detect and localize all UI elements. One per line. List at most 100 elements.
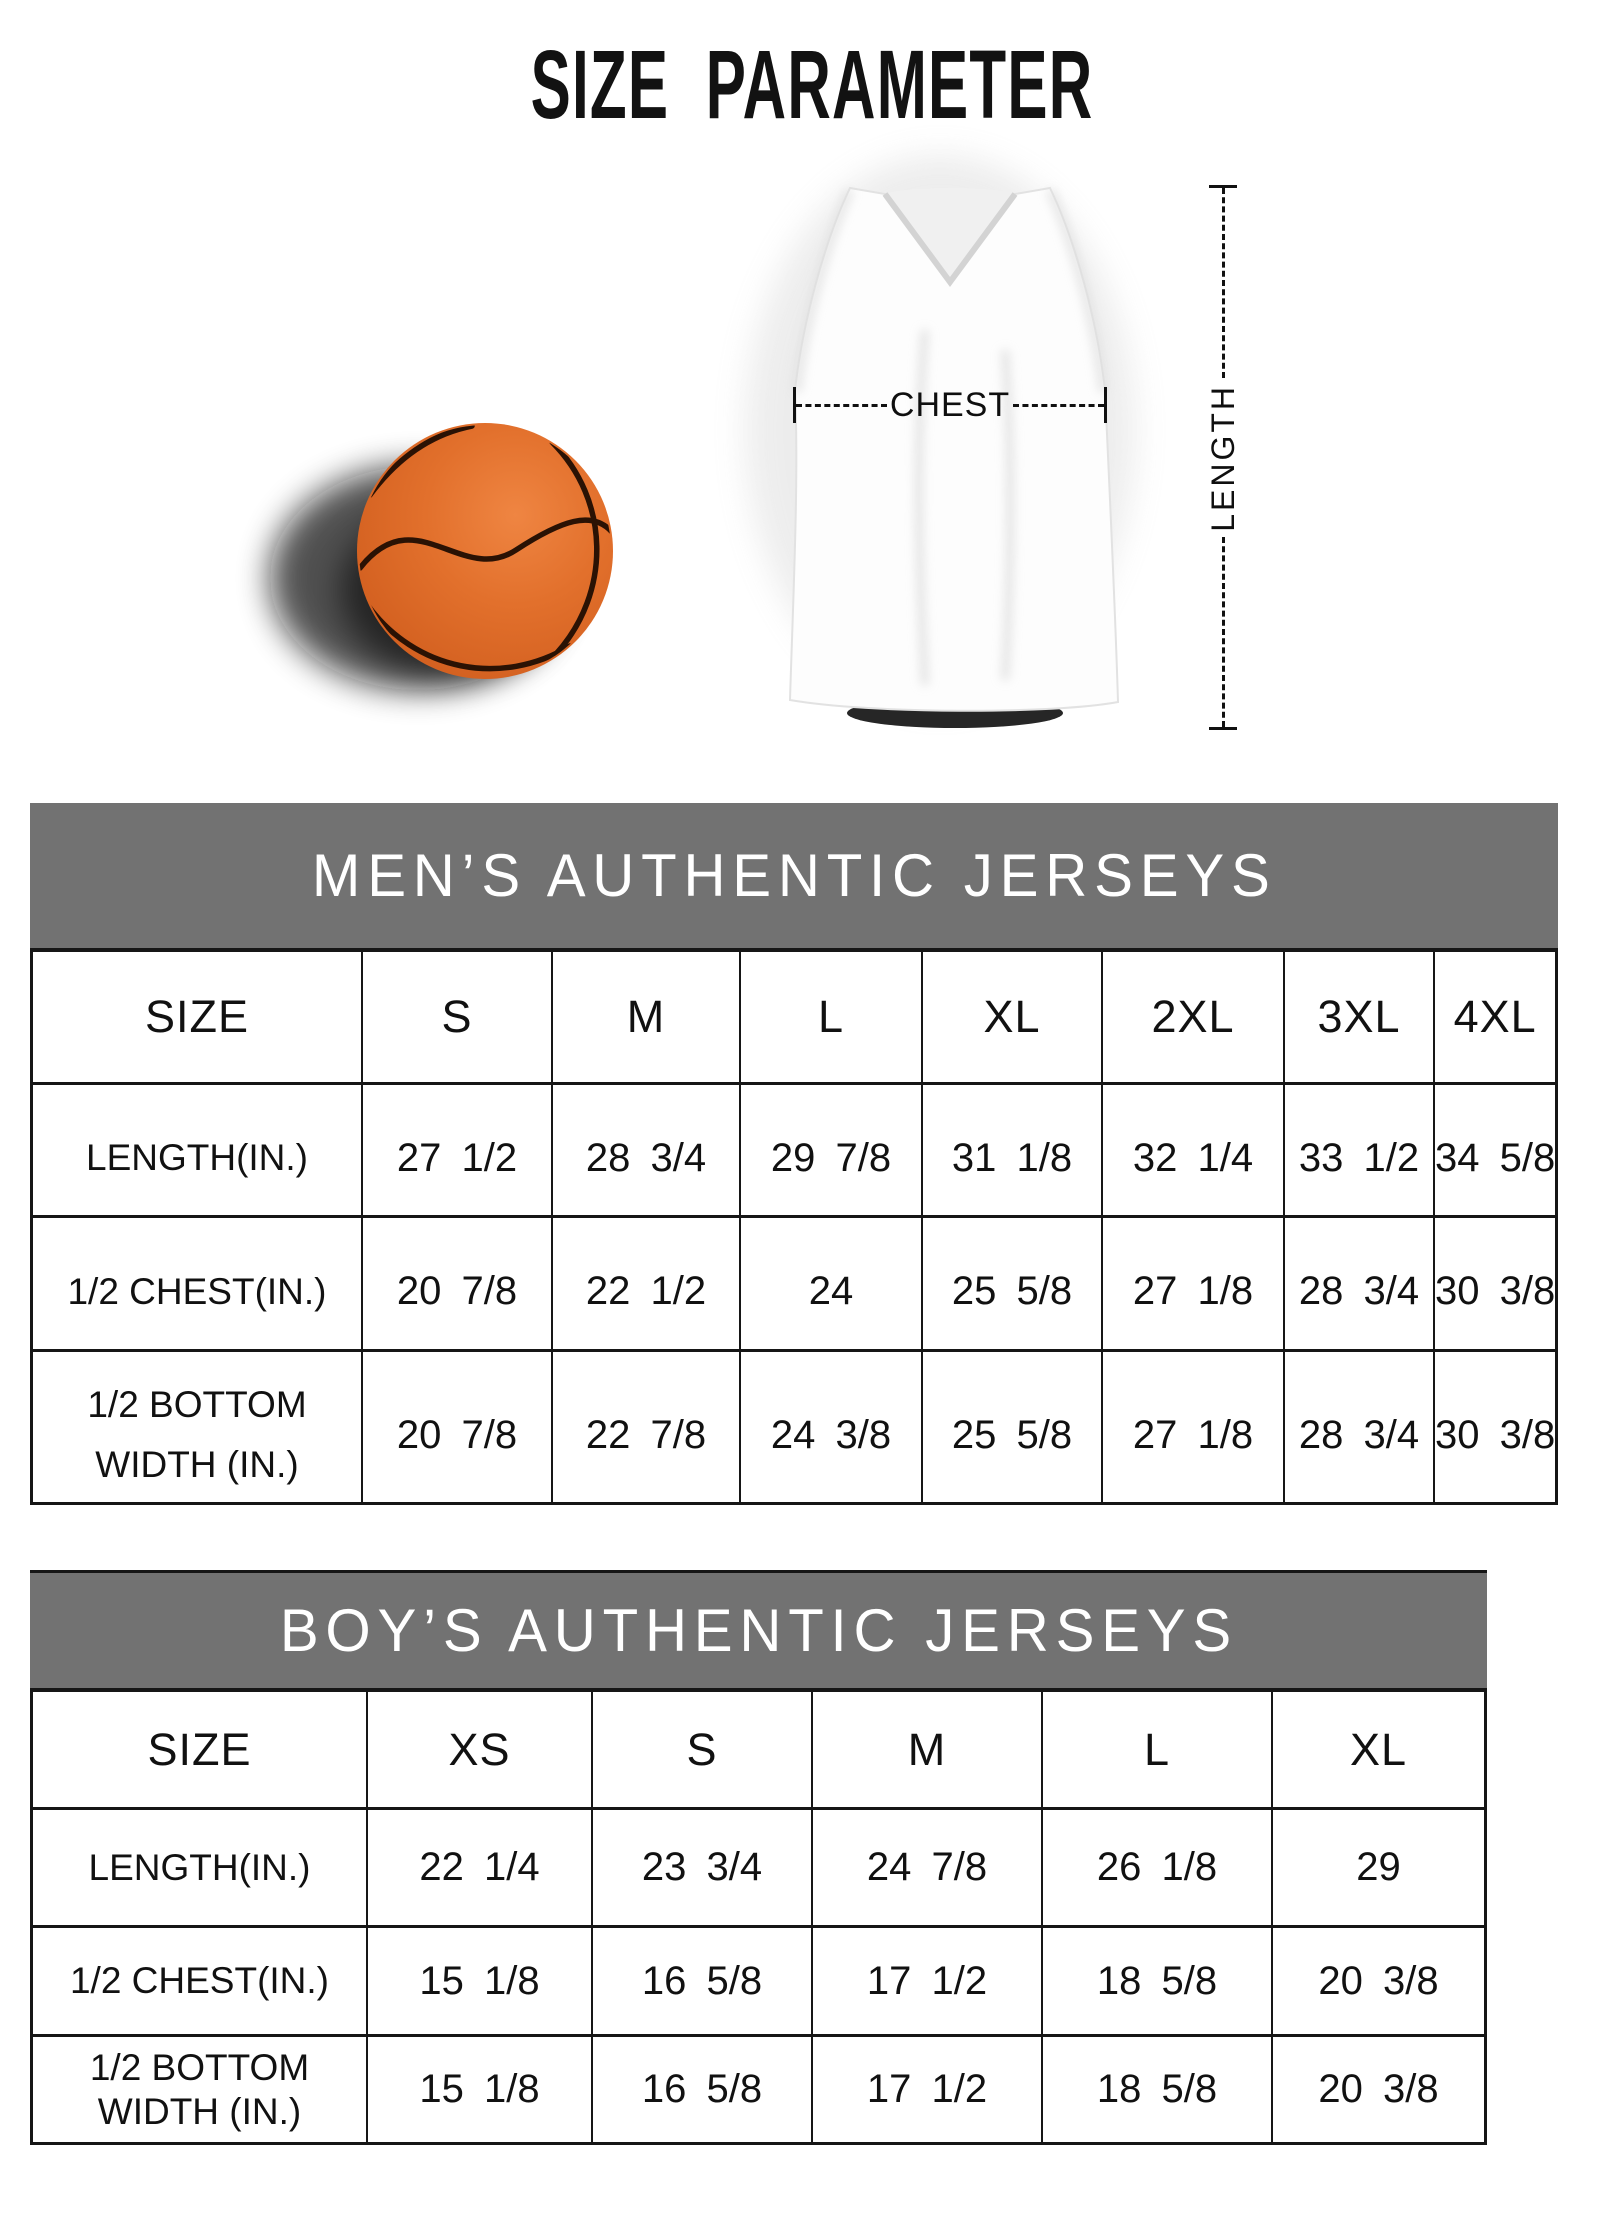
mens-value-cell: 20 7/8 bbox=[363, 1352, 553, 1502]
chest-measurement: CHEST bbox=[793, 385, 1108, 425]
mens-value-cell: 24 bbox=[741, 1218, 923, 1352]
mens-table-header-band: MEN’S AUTHENTIC JERSEYS bbox=[30, 803, 1558, 952]
mens-row-label-cell: LENGTH(IN.) bbox=[33, 1085, 363, 1218]
boys-table-title: BOY’S AUTHENTIC JERSEYS bbox=[279, 1597, 1238, 1664]
boys-size-col-label: L bbox=[1143, 1723, 1171, 1775]
boys-value: 15 1/8 bbox=[419, 2067, 540, 2111]
mens-value-cell: 31 1/8 bbox=[923, 1085, 1103, 1218]
boys-size-col: XS bbox=[368, 1692, 593, 1810]
mens-value: 28 3/4 bbox=[585, 1135, 707, 1180]
mens-value: 25 5/8 bbox=[951, 1412, 1073, 1457]
mens-value: 33 1/2 bbox=[1298, 1135, 1420, 1180]
mens-value-cell: 28 3/4 bbox=[553, 1085, 741, 1218]
boys-row-label-cell: 1/2 BOTTOM WIDTH (IN.) bbox=[33, 2037, 368, 2142]
mens-value: 28 3/4 bbox=[1298, 1412, 1420, 1457]
basketball-icon bbox=[270, 423, 613, 690]
mens-value: 31 1/8 bbox=[951, 1135, 1073, 1180]
boys-value: 22 1/4 bbox=[419, 1845, 540, 1889]
boys-value-cell: 18 5/8 bbox=[1043, 1928, 1273, 2037]
mens-table-title: MEN’S AUTHENTIC JERSEYS bbox=[311, 842, 1277, 909]
boys-value-cell: 23 3/4 bbox=[593, 1810, 813, 1928]
mens-value-cell: 27 1/8 bbox=[1103, 1218, 1285, 1352]
page-title: SIZE PARAMETER bbox=[530, 30, 1094, 139]
mens-value-cell: 25 5/8 bbox=[923, 1352, 1103, 1502]
mens-row-label-cell: 1/2 CHEST(IN.) bbox=[33, 1218, 363, 1352]
mens-size-col-label: 2XL bbox=[1151, 991, 1235, 1042]
boys-value: 26 1/8 bbox=[1096, 1845, 1218, 1889]
length-measurement: LENGTH bbox=[1200, 185, 1246, 731]
boys-value: 29 bbox=[1356, 1845, 1401, 1889]
mens-size-col: L bbox=[741, 952, 923, 1085]
mens-row-label-line2: WIDTH (IN.) bbox=[95, 1444, 299, 1485]
boys-value: 16 5/8 bbox=[641, 2067, 763, 2111]
boys-value-cell: 20 3/8 bbox=[1273, 1928, 1484, 2037]
boys-value: 17 1/2 bbox=[866, 1958, 988, 2003]
boys-size-col: L bbox=[1043, 1692, 1273, 1810]
boys-size-table: BOY’S AUTHENTIC JERSEYS SIZE XS S M L XL… bbox=[30, 1570, 1487, 2145]
boys-value: 24 7/8 bbox=[866, 1845, 988, 1889]
boys-value-cell: 29 bbox=[1273, 1810, 1484, 1928]
jersey-icon bbox=[745, 155, 1135, 728]
mens-size-col: XL bbox=[923, 952, 1103, 1085]
mens-row-label-cell: 1/2 BOTTOM WIDTH (IN.) bbox=[33, 1352, 363, 1502]
boys-row-label-line2: WIDTH (IN.) bbox=[97, 2090, 302, 2132]
mens-size-table: MEN’S AUTHENTIC JERSEYS SIZE S M L XL 2X… bbox=[30, 803, 1558, 1505]
boys-value-cell: 15 1/8 bbox=[368, 1928, 593, 2037]
mens-size-col-label: M bbox=[626, 991, 666, 1042]
boys-size-col-label: M bbox=[907, 1723, 947, 1775]
mens-size-col-label: 4XL bbox=[1453, 991, 1537, 1042]
mens-table-grid: SIZE S M L XL 2XL 3XL 4XL LENGTH(IN.) 27… bbox=[30, 952, 1558, 1505]
boys-value: 18 5/8 bbox=[1096, 1958, 1218, 2003]
basketball-body bbox=[357, 423, 613, 679]
mens-value: 32 1/4 bbox=[1132, 1135, 1254, 1180]
boys-value-cell: 17 1/2 bbox=[813, 1928, 1043, 2037]
boys-row-label: 1/2 CHEST(IN.) bbox=[69, 1960, 330, 2002]
mens-row-label-line1: 1/2 BOTTOM bbox=[87, 1384, 307, 1426]
jersey-vneck-opening bbox=[885, 188, 1015, 282]
boys-row-label-cell: LENGTH(IN.) bbox=[33, 1810, 368, 1928]
boys-size-header-cell: SIZE bbox=[33, 1692, 368, 1810]
mens-value-cell: 34 5/8 bbox=[1435, 1085, 1556, 1218]
mens-value: 25 5/8 bbox=[951, 1269, 1073, 1313]
mens-value: 24 bbox=[808, 1269, 854, 1313]
boys-row-label-line1: 1/2 BOTTOM bbox=[89, 2046, 310, 2088]
boys-value: 20 3/8 bbox=[1318, 1958, 1439, 2003]
boys-value-cell: 24 7/8 bbox=[813, 1810, 1043, 1928]
mens-value-cell: 30 3/8 bbox=[1435, 1218, 1556, 1352]
boys-value-cell: 15 1/8 bbox=[368, 2037, 593, 2142]
boys-value: 18 5/8 bbox=[1096, 2067, 1218, 2111]
mens-row-label: LENGTH(IN.) bbox=[86, 1137, 308, 1179]
mens-value: 27 1/2 bbox=[396, 1135, 518, 1180]
mens-value-cell: 27 1/2 bbox=[363, 1085, 553, 1218]
boys-value-cell: 16 5/8 bbox=[593, 2037, 813, 2142]
boys-value: 15 1/8 bbox=[419, 1958, 540, 2003]
mens-value-cell: 24 3/8 bbox=[741, 1352, 923, 1502]
length-label: LENGTH bbox=[1205, 383, 1241, 532]
mens-row-label: 1/2 CHEST(IN.) bbox=[67, 1270, 327, 1312]
boys-size-col: XL bbox=[1273, 1692, 1484, 1810]
boys-table-header-band: BOY’S AUTHENTIC JERSEYS bbox=[30, 1570, 1487, 1692]
boys-value-cell: 20 3/8 bbox=[1273, 2037, 1484, 2142]
boys-value: 20 3/8 bbox=[1318, 2067, 1439, 2111]
mens-value: 30 3/8 bbox=[1435, 1412, 1556, 1457]
mens-size-col-label: S bbox=[441, 991, 473, 1042]
boys-value: 17 1/2 bbox=[866, 2067, 988, 2111]
mens-size-header-cell: SIZE bbox=[33, 952, 363, 1085]
boys-size-col-label: XS bbox=[448, 1723, 511, 1775]
mens-value-cell: 22 1/2 bbox=[553, 1218, 741, 1352]
mens-value-cell: 22 7/8 bbox=[553, 1352, 741, 1502]
mens-value-cell: 29 7/8 bbox=[741, 1085, 923, 1218]
mens-value-cell: 20 7/8 bbox=[363, 1218, 553, 1352]
boys-value-cell: 17 1/2 bbox=[813, 2037, 1043, 2142]
boys-value-cell: 18 5/8 bbox=[1043, 2037, 1273, 2142]
boys-size-col: S bbox=[593, 1692, 813, 1810]
mens-value-cell: 32 1/4 bbox=[1103, 1085, 1285, 1218]
length-top-tick bbox=[1209, 185, 1237, 188]
mens-value-cell: 30 3/8 bbox=[1435, 1352, 1555, 1502]
boys-value-cell: 16 5/8 bbox=[593, 1928, 813, 2037]
mens-size-col-label: 3XL bbox=[1317, 991, 1401, 1042]
mens-size-col: 4XL bbox=[1435, 952, 1556, 1085]
chest-dashed-line-left bbox=[796, 403, 887, 407]
boys-size-col-label: XL bbox=[1349, 1723, 1408, 1775]
mens-size-col: S bbox=[363, 952, 553, 1085]
